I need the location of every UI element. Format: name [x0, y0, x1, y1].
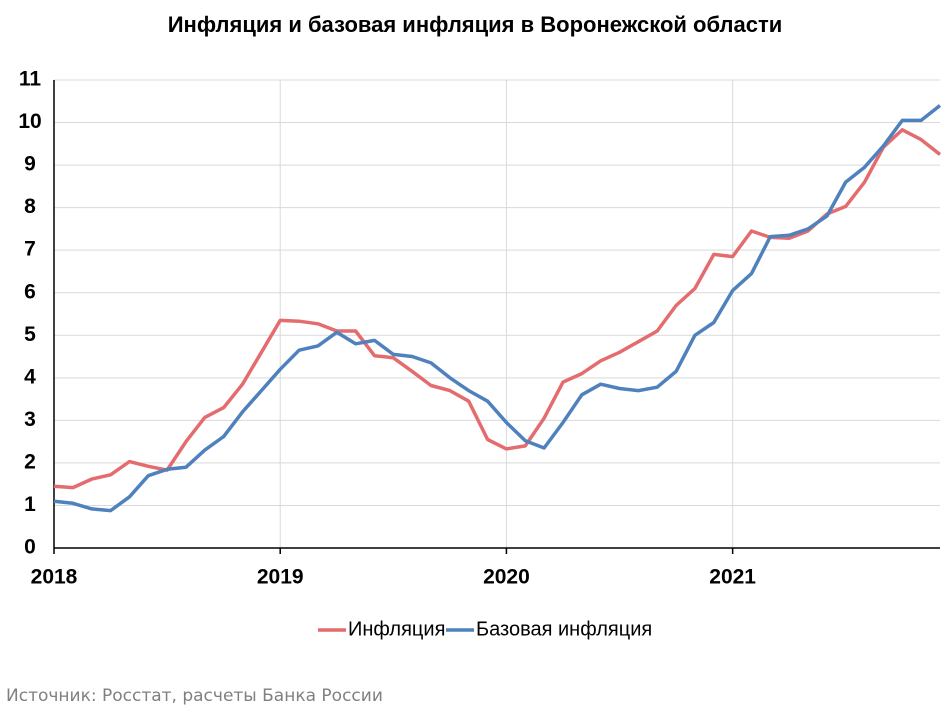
x-tick-label: 2018: [31, 566, 78, 589]
y-tick-label: 6: [24, 280, 36, 303]
y-tick-label: 8: [24, 195, 36, 218]
y-tick-label: 1: [24, 493, 36, 516]
y-tick-label: 7: [24, 238, 36, 261]
y-tick-label: 3: [24, 408, 36, 431]
y-tick-label: 5: [24, 323, 36, 346]
y-tick-label: 2: [24, 450, 36, 473]
legend-label: Инфляция: [348, 618, 445, 640]
line-series: [53, 104, 942, 513]
y-tick-label: 11: [19, 68, 42, 91]
x-tick-label: 2020: [483, 566, 530, 589]
y-tick-label: 4: [24, 365, 36, 388]
legend-label: Базовая инфляция: [476, 618, 652, 640]
chart-title: Инфляция и базовая инфляция в Воронежско…: [168, 12, 783, 37]
x-tick-label: 2021: [709, 566, 756, 589]
line-series: [53, 128, 942, 490]
y-tick-label: 9: [24, 153, 36, 176]
y-tick-label: 0: [24, 536, 36, 559]
y-tick-label: 10: [18, 110, 41, 133]
source-note: Источник: Росстат, расчеты Банка России: [6, 686, 383, 706]
x-tick-label: 2019: [257, 566, 304, 589]
